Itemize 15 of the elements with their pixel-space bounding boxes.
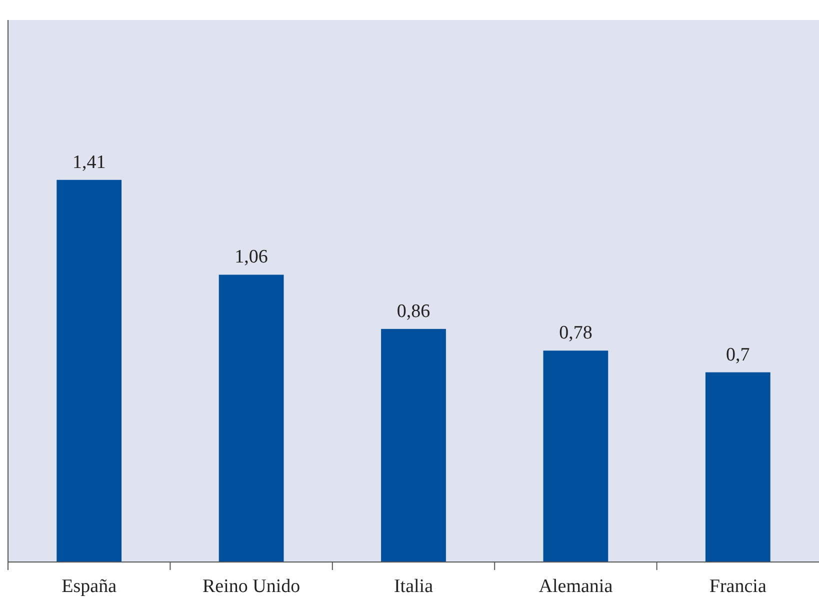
data-label: 1,06: [234, 246, 268, 268]
x-tick-label: Italia: [394, 576, 434, 597]
bar: [56, 180, 122, 562]
data-label: 0,86: [396, 300, 430, 322]
bar: [705, 372, 770, 562]
x-tick-label: España: [62, 576, 118, 597]
data-label: 0,78: [559, 322, 592, 344]
bar: [381, 328, 446, 562]
bar: [543, 350, 608, 562]
data-label: 1,41: [72, 152, 106, 173]
x-tick-label: Alemania: [538, 576, 614, 597]
data-label: 0,7: [726, 344, 750, 366]
bar: [218, 274, 284, 562]
x-tick-label: Reino Unido: [202, 576, 300, 597]
x-tick-label: Francia: [709, 576, 767, 597]
